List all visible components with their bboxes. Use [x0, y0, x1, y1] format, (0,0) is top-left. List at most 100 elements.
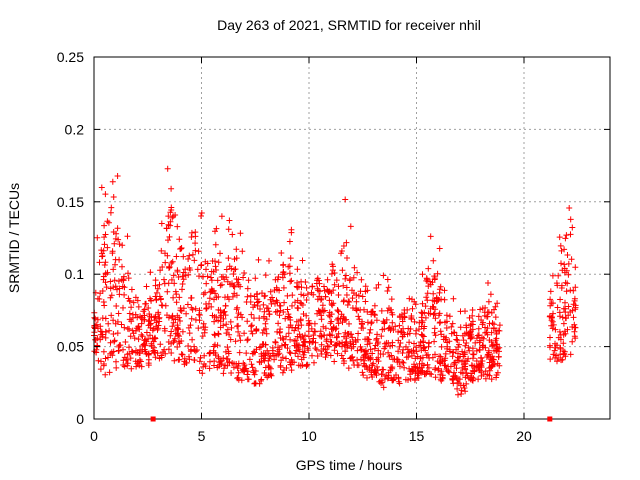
scatter-point [434, 358, 441, 365]
scatter-point [105, 320, 112, 327]
scatter-point [489, 353, 496, 360]
scatter-point [170, 319, 177, 326]
scatter-point [240, 274, 247, 281]
scatter-point [186, 356, 193, 363]
scatter-point [151, 317, 158, 324]
scatter-point [493, 374, 500, 381]
scatter-point [240, 366, 247, 372]
scatter-point [246, 356, 253, 363]
scatter-point [274, 299, 281, 306]
scatter-point [128, 286, 135, 293]
scatter-point [286, 314, 293, 321]
scatter-point [156, 281, 163, 288]
scatter-point [276, 346, 283, 353]
scatter-point [244, 336, 251, 343]
scatter-point [359, 293, 366, 300]
scatter-point [207, 358, 213, 365]
scatter-point [454, 385, 461, 392]
scatter-point [215, 317, 222, 324]
scatter-point [467, 328, 474, 335]
scatter-point [297, 316, 304, 323]
scatter-point [92, 322, 99, 329]
scatter-point [211, 362, 217, 369]
scatter-point [495, 353, 502, 360]
scatter-point [495, 327, 502, 334]
scatter-point [333, 325, 340, 332]
scatter-point [251, 315, 257, 322]
scatter-point [115, 310, 122, 317]
scatter-point [402, 376, 409, 383]
scatter-point [425, 265, 432, 272]
scatter-point [408, 352, 415, 359]
scatter-point [492, 314, 499, 321]
scatter-point [432, 351, 438, 358]
scatter-point [335, 315, 342, 322]
scatter-point [421, 344, 428, 351]
scatter-point [339, 319, 346, 326]
scatter-point [389, 311, 396, 318]
scatter-point [266, 257, 272, 264]
scatter-point [222, 294, 228, 301]
scatter-point [562, 299, 568, 306]
scatter-point [474, 332, 481, 339]
data-points [91, 165, 579, 398]
scatter-point [379, 326, 386, 333]
scatter-point [318, 351, 325, 357]
scatter-point [283, 333, 290, 340]
scatter-point [202, 289, 209, 296]
scatter-point [354, 362, 361, 369]
scatter-point [233, 292, 240, 299]
scatter-point [145, 356, 152, 363]
scatter-point [343, 284, 350, 291]
scatter-point [547, 296, 554, 303]
scatter-point [262, 320, 269, 327]
scatter-point [114, 330, 121, 337]
scatter-point [151, 335, 158, 342]
scatter-point [287, 336, 294, 343]
scatter-point [496, 344, 503, 351]
scatter-point [423, 352, 430, 359]
scatter-point [92, 315, 99, 322]
scatter-point [244, 285, 251, 292]
scatter-point [110, 331, 117, 337]
scatter-point [229, 280, 235, 287]
scatter-point [228, 370, 235, 376]
scatter-point [564, 252, 571, 258]
scatter-point [286, 263, 293, 270]
scatter-point [202, 258, 209, 265]
scatter-point [432, 306, 439, 313]
scatter-point [479, 342, 486, 349]
scatter-point [418, 369, 425, 376]
scatter-point [245, 277, 252, 284]
scatter-point [338, 248, 345, 254]
scatter-point [143, 300, 149, 307]
scatter-point [263, 305, 270, 312]
scatter-point [419, 332, 426, 339]
scatter-point [419, 300, 426, 307]
scatter-point [412, 330, 419, 337]
y-tick-label: 0.25 [57, 49, 84, 65]
scatter-point [262, 292, 269, 299]
scatter-point [432, 366, 438, 373]
scatter-point [128, 365, 135, 372]
scatter-point [142, 342, 149, 349]
scatter-point [378, 307, 385, 314]
scatter-point [408, 316, 415, 323]
scatter-point [259, 290, 265, 297]
scatter-point [229, 293, 236, 300]
scatter-point [477, 354, 484, 361]
scatter-point [309, 283, 316, 290]
scatter-point [178, 308, 185, 314]
scatter-point [206, 295, 213, 302]
scatter-point [222, 312, 229, 319]
scatter-point [184, 301, 191, 308]
scatter-point [179, 351, 186, 358]
scatter-point [335, 340, 342, 347]
scatter-point [173, 299, 180, 306]
scatter-point [285, 330, 292, 337]
x-tick-label: 0 [90, 428, 98, 444]
scatter-point [143, 338, 150, 345]
scatter-point [437, 319, 444, 326]
scatter-point [430, 257, 437, 264]
scatter-point [354, 347, 361, 354]
